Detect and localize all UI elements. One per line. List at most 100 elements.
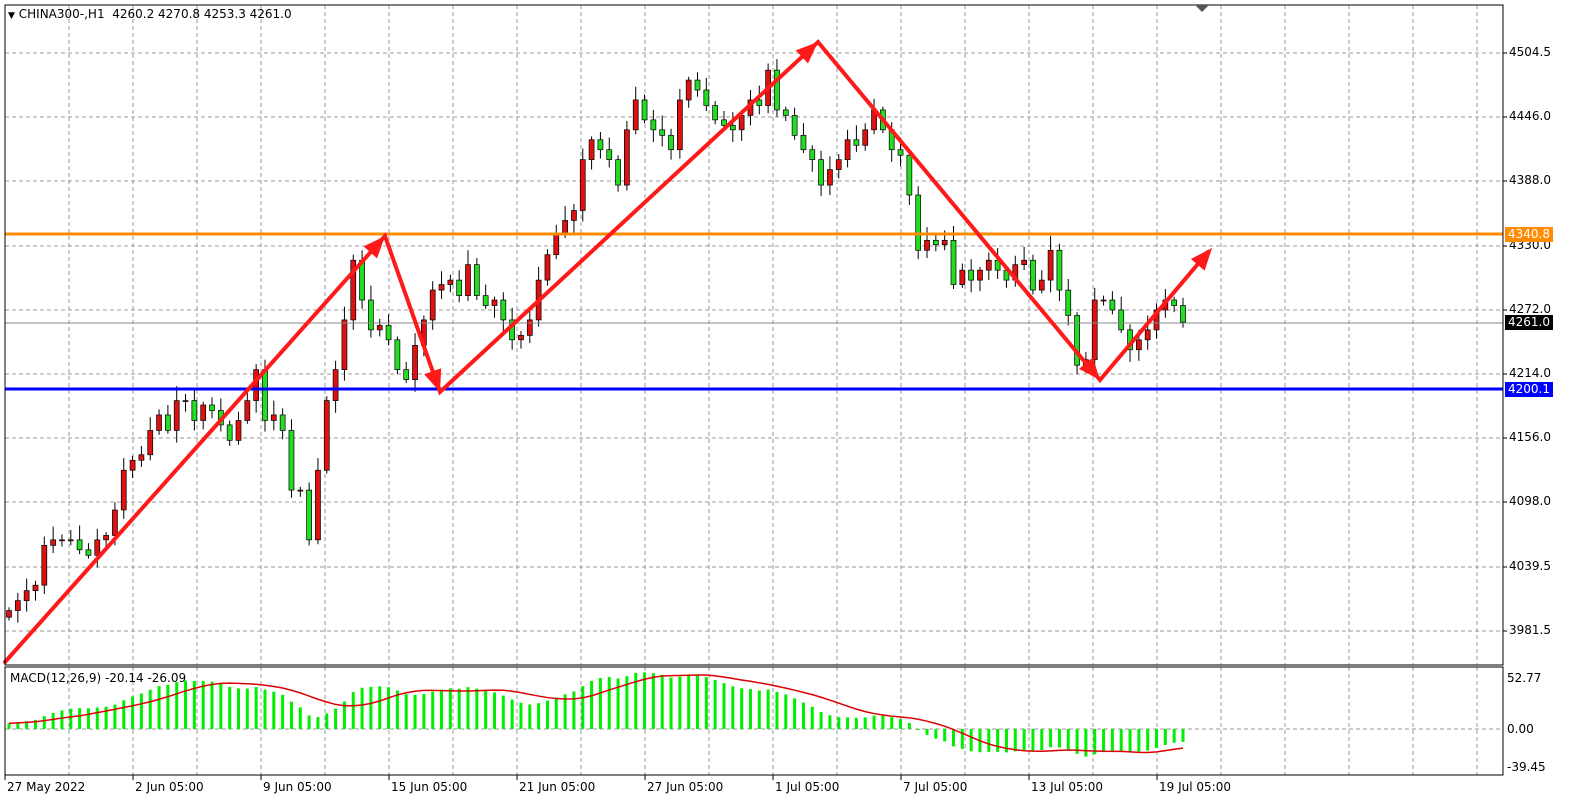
- candle: [721, 111, 727, 129]
- candle-body: [721, 119, 727, 126]
- candle-body: [129, 459, 136, 471]
- candle-body: [791, 115, 798, 136]
- candle-body: [1136, 339, 1142, 351]
- candle-body: [677, 99, 683, 151]
- candle-body: [809, 149, 816, 161]
- candle: [915, 186, 922, 260]
- candle-body: [597, 139, 604, 151]
- candle: [906, 150, 913, 205]
- candle-body: [624, 129, 630, 186]
- candle-body: [1118, 309, 1125, 331]
- candle: [844, 129, 851, 168]
- candle: [597, 132, 604, 159]
- candle-body: [350, 259, 357, 321]
- candle: [173, 386, 180, 443]
- candle: [1030, 254, 1036, 295]
- candle-body: [606, 149, 613, 161]
- candle-body: [173, 400, 180, 431]
- candle: [147, 417, 154, 461]
- candle: [59, 534, 65, 547]
- candle-body: [659, 129, 666, 136]
- candle: [650, 109, 657, 142]
- candle: [703, 77, 710, 112]
- triangle-down-icon[interactable]: ▼: [8, 11, 15, 21]
- candle: [518, 330, 524, 349]
- candle-body: [438, 284, 445, 291]
- candle: [579, 148, 586, 222]
- candle: [774, 59, 780, 117]
- candle-body: [579, 159, 586, 211]
- candle-body: [94, 539, 101, 556]
- time-tick-label: 21 Jun 05:00: [519, 780, 596, 794]
- candle-body: [235, 420, 242, 441]
- candle: [615, 155, 621, 192]
- time-tick-label: 27 Jun 05:00: [647, 780, 724, 794]
- candle: [279, 408, 286, 440]
- price-tick-label: 4388.0: [1509, 173, 1551, 187]
- candle-body: [165, 414, 171, 431]
- candle-body: [332, 369, 339, 401]
- candle: [632, 86, 639, 135]
- candle: [659, 115, 666, 147]
- candle-body: [588, 139, 595, 161]
- candle-body: [67, 539, 74, 542]
- candle-body: [703, 89, 710, 106]
- candle: [288, 419, 295, 498]
- candle-body: [244, 400, 251, 421]
- candle-body: [120, 469, 127, 511]
- price-tick-label: 3981.5: [1509, 623, 1551, 637]
- candle: [1118, 296, 1125, 334]
- candle: [67, 529, 74, 546]
- trend-arrows[interactable]: [3, 39, 1210, 664]
- candle: [412, 333, 418, 392]
- candle: [306, 482, 312, 546]
- time-tick-label: 27 May 2022: [7, 780, 86, 794]
- candle: [1047, 235, 1054, 293]
- candle: [429, 281, 436, 330]
- candle-body: [950, 239, 957, 285]
- price-tick-label: 4272.0: [1509, 302, 1551, 316]
- arrowhead-icon: [1078, 357, 1100, 380]
- candle: [403, 361, 410, 383]
- candle: [491, 296, 498, 318]
- candle-body: [818, 159, 824, 186]
- candle: [438, 271, 445, 299]
- arrowhead-icon: [363, 236, 385, 259]
- candle-body: [103, 535, 109, 541]
- candle: [394, 336, 401, 375]
- candle-body: [279, 414, 286, 431]
- candle: [729, 112, 736, 142]
- candle: [315, 458, 321, 545]
- candle: [385, 314, 392, 346]
- candle-body: [544, 254, 551, 281]
- shift-marker-icon[interactable]: [1195, 5, 1209, 12]
- candle-body: [262, 369, 268, 421]
- arrowhead-icon: [795, 42, 818, 64]
- candle-body: [297, 489, 304, 492]
- candle-body: [518, 335, 524, 341]
- candle-body: [270, 414, 277, 421]
- candle-body: [403, 369, 410, 380]
- candle-body: [853, 139, 860, 146]
- candle-body: [977, 269, 983, 281]
- candle: [332, 360, 339, 413]
- candle-body: [862, 129, 869, 146]
- candle: [297, 486, 304, 497]
- time-tick-label: 2 Jun 05:00: [135, 780, 204, 794]
- candle-body: [156, 414, 162, 431]
- candle-body: [1144, 329, 1151, 341]
- candle-body: [376, 325, 383, 331]
- price-tick-label: 4504.5: [1509, 45, 1551, 59]
- candle-body: [1047, 249, 1054, 281]
- candle-body: [827, 169, 833, 186]
- candle-body: [23, 590, 30, 601]
- candle: [624, 120, 630, 191]
- candle: [350, 254, 357, 330]
- candle-body: [915, 194, 922, 251]
- candle-body: [968, 269, 975, 281]
- current-price-label: 4261.0: [1505, 315, 1553, 330]
- candle-body: [526, 319, 533, 336]
- candle-body: [226, 424, 233, 441]
- candle: [932, 234, 939, 252]
